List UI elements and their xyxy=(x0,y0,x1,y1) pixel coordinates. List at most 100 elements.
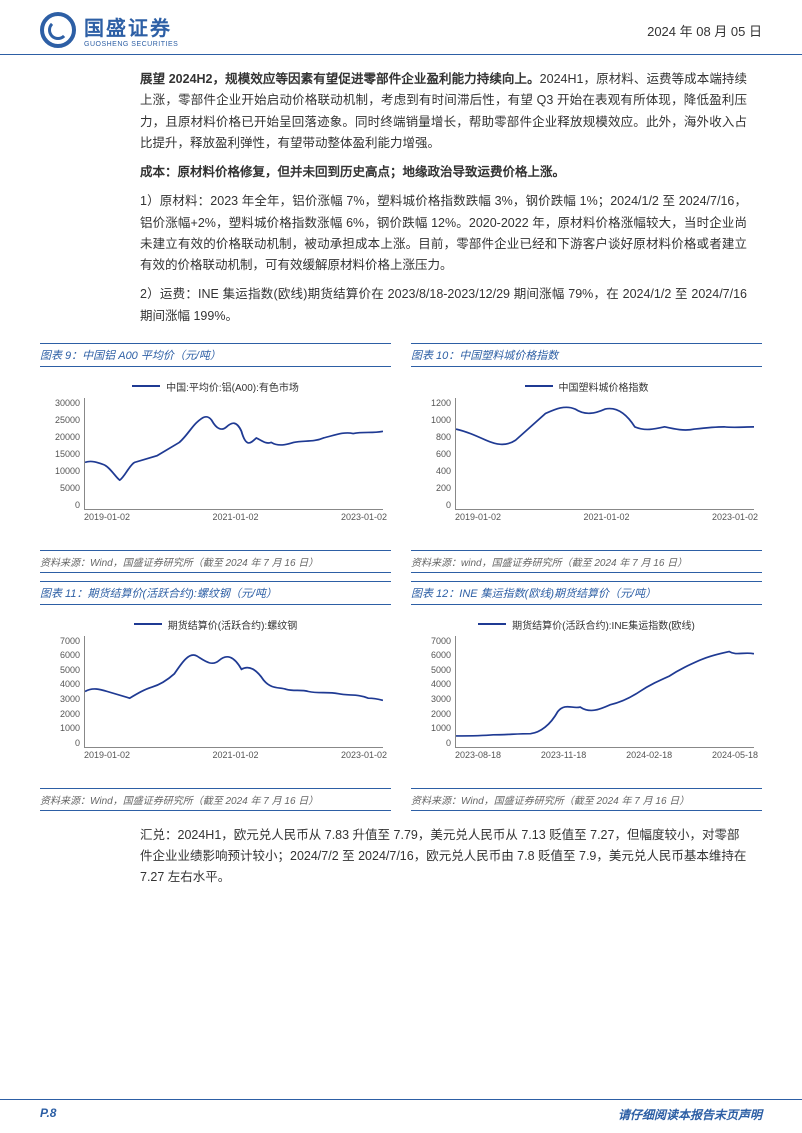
paragraph-outlook: 展望 2024H2，规模效应等因素有望促进零部件企业盈利能力持续向上。2024H… xyxy=(140,69,747,154)
axis-tick: 20000 xyxy=(44,432,80,442)
chart-10-legend-label: 中国塑料城价格指数 xyxy=(559,379,649,394)
chart-12-plot: 70006000500040003000200010000 2023-08-18… xyxy=(415,636,758,766)
chart-9-y-axis: 30000 25000 20000 15000 10000 5000 0 xyxy=(44,398,84,510)
axis-tick: 600 xyxy=(415,449,451,459)
report-date: 2024 年 08 月 05 日 xyxy=(647,21,762,40)
legend-swatch xyxy=(525,385,553,387)
axis-tick: 30000 xyxy=(44,398,80,408)
chart-12: 图表 12：INE 集运指数(欧线)期货结算价（元/吨） 期货结算价(活跃合约)… xyxy=(411,581,762,811)
axis-tick: 5000 xyxy=(415,665,451,675)
chart-11-plot-area xyxy=(84,636,383,748)
axis-tick: 3000 xyxy=(415,694,451,704)
chart-12-y-axis: 70006000500040003000200010000 xyxy=(415,636,455,748)
chart-9-title: 图表 9：中国铝 A00 平均价（元/吨） xyxy=(40,343,391,367)
page-footer: P.8 请仔细阅读本报告末页声明 xyxy=(0,1099,802,1133)
legend-swatch xyxy=(478,623,506,625)
chart-11-line xyxy=(85,655,383,700)
axis-tick: 200 xyxy=(415,483,451,493)
paragraph-cost-freight: 2）运费：INE 集运指数(欧线)期货结算价在 2023/8/18-2023/1… xyxy=(140,284,747,327)
axis-tick: 2019-01-02 xyxy=(84,750,130,766)
logo-icon xyxy=(40,12,76,48)
axis-tick: 2023-01-02 xyxy=(712,512,758,528)
paragraph-cost-materials: 1）原材料：2023 年全年，铝价涨幅 7%，塑料城价格指数跌幅 3%，钢价跌幅… xyxy=(140,191,747,276)
axis-tick: 1000 xyxy=(415,723,451,733)
axis-tick: 15000 xyxy=(44,449,80,459)
axis-tick: 0 xyxy=(44,500,80,510)
chart-10-title: 图表 10：中国塑料城价格指数 xyxy=(411,343,762,367)
axis-tick: 10000 xyxy=(44,466,80,476)
axis-tick: 4000 xyxy=(44,679,80,689)
axis-tick: 7000 xyxy=(44,636,80,646)
page-number: P.8 xyxy=(40,1106,56,1123)
chart-11-x-axis: 2019-01-02 2021-01-02 2023-01-02 xyxy=(84,750,387,766)
axis-tick: 25000 xyxy=(44,415,80,425)
axis-tick: 7000 xyxy=(415,636,451,646)
axis-tick: 5000 xyxy=(44,483,80,493)
axis-tick: 1000 xyxy=(44,723,80,733)
chart-10-plot-area xyxy=(455,398,754,510)
axis-tick: 1200 xyxy=(415,398,451,408)
legend-swatch xyxy=(134,623,162,625)
axis-tick: 2023-01-02 xyxy=(341,750,387,766)
footer-disclaimer: 请仔细阅读本报告末页声明 xyxy=(618,1106,762,1123)
chart-9: 图表 9：中国铝 A00 平均价（元/吨） 中国:平均价:铝(A00):有色市场… xyxy=(40,343,391,573)
chart-12-line xyxy=(456,651,754,735)
body-text-block: 展望 2024H2，规模效应等因素有望促进零部件企业盈利能力持续向上。2024H… xyxy=(0,55,802,343)
axis-tick: 4000 xyxy=(415,679,451,689)
axis-tick: 2021-01-02 xyxy=(583,512,629,528)
chart-12-source: 资料来源：Wind，国盛证券研究所（截至 2024 年 7 月 16 日） xyxy=(411,788,762,811)
axis-tick: 0 xyxy=(415,500,451,510)
chart-9-legend-label: 中国:平均价:铝(A00):有色市场 xyxy=(166,379,299,394)
axis-tick: 400 xyxy=(415,466,451,476)
chart-11: 图表 11：期货结算价(活跃合约):螺纹钢（元/吨） 期货结算价(活跃合约):螺… xyxy=(40,581,391,811)
chart-9-source: 资料来源：Wind，国盛证券研究所（截至 2024 年 7 月 16 日） xyxy=(40,550,391,573)
axis-tick: 2019-01-02 xyxy=(84,512,130,528)
chart-10-legend: 中国塑料城价格指数 xyxy=(415,379,758,394)
chart-10-plot: 1200 1000 800 600 400 200 0 2019-01-02 2021-01-… xyxy=(415,398,758,528)
axis-tick: 2023-11-18 xyxy=(541,750,586,766)
axis-tick: 5000 xyxy=(44,665,80,675)
chart-10: 图表 10：中国塑料城价格指数 中国塑料城价格指数 1200 1000 800 600… xyxy=(411,343,762,573)
axis-tick: 2024-02-18 xyxy=(626,750,672,766)
axis-tick: 2021-01-02 xyxy=(212,750,258,766)
chart-10-source: 资料来源：wind，国盛证券研究所（截至 2024 年 7 月 16 日） xyxy=(411,550,762,573)
axis-tick: 0 xyxy=(415,738,451,748)
axis-tick: 6000 xyxy=(415,650,451,660)
company-name-en: GUOSHENG SECURITIES xyxy=(84,41,178,48)
axis-tick: 800 xyxy=(415,432,451,442)
company-logo: 国盛证券 GUOSHENG SECURITIES xyxy=(40,12,178,48)
axis-tick: 6000 xyxy=(44,650,80,660)
axis-tick: 0 xyxy=(44,738,80,748)
axis-tick: 1000 xyxy=(415,415,451,425)
chart-12-title: 图表 12：INE 集运指数(欧线)期货结算价（元/吨） xyxy=(411,581,762,605)
chart-11-source: 资料来源：Wind，国盛证券研究所（截至 2024 年 7 月 16 日） xyxy=(40,788,391,811)
chart-10-y-axis: 1200 1000 800 600 400 200 0 xyxy=(415,398,455,510)
charts-grid: 图表 9：中国铝 A00 平均价（元/吨） 中国:平均价:铝(A00):有色市场… xyxy=(0,343,802,811)
axis-tick: 2023-01-02 xyxy=(341,512,387,528)
chart-12-plot-area xyxy=(455,636,754,748)
chart-9-line xyxy=(85,417,383,480)
chart-10-line xyxy=(456,407,754,444)
chart-11-legend-label: 期货结算价(活跃合约):螺纹钢 xyxy=(168,617,297,632)
axis-tick: 2000 xyxy=(44,709,80,719)
chart-11-title: 图表 11：期货结算价(活跃合约):螺纹钢（元/吨） xyxy=(40,581,391,605)
chart-12-legend: 期货结算价(活跃合约):INE集运指数(欧线) xyxy=(415,617,758,632)
chart-12-x-axis: 2023-08-182023-11-182024-02-182024-05-18 xyxy=(455,750,758,766)
p1-lead: 展望 2024H2，规模效应等因素有望促进零部件企业盈利能力持续向上。 xyxy=(140,72,540,86)
paragraph-cost-lead: 成本：原材料价格修复，但并未回到历史高点；地缘政治导致运费价格上涨。 xyxy=(140,162,747,183)
chart-9-legend: 中国:平均价:铝(A00):有色市场 xyxy=(44,379,387,394)
axis-tick: 2019-01-02 xyxy=(455,512,501,528)
chart-10-x-axis: 2019-01-02 2021-01-02 2023-01-02 xyxy=(455,512,758,528)
chart-9-x-axis: 2019-01-022021-01-022023-01-02 xyxy=(84,512,387,528)
axis-tick: 3000 xyxy=(44,694,80,704)
page-header: 国盛证券 GUOSHENG SECURITIES 2024 年 08 月 05 … xyxy=(0,0,802,55)
paragraph-fx: 汇兑：2024H1，欧元兑人民币从 7.83 升值至 7.79，美元兑人民币从 … xyxy=(140,825,747,889)
bottom-text-block: 汇兑：2024H1，欧元兑人民币从 7.83 升值至 7.79，美元兑人民币从 … xyxy=(0,811,802,889)
chart-11-plot: 7000 6000 5000 4000 3000 2000 1000 0 2019-01-02… xyxy=(44,636,387,766)
chart-11-y-axis: 7000 6000 5000 4000 3000 2000 1000 0 xyxy=(44,636,84,748)
chart-12-legend-label: 期货结算价(活跃合约):INE集运指数(欧线) xyxy=(512,617,695,632)
chart-9-plot: 30000 25000 20000 15000 10000 5000 0 2019-01-0… xyxy=(44,398,387,528)
axis-tick: 2023-08-18 xyxy=(455,750,501,766)
chart-9-plot-area xyxy=(84,398,383,510)
legend-swatch xyxy=(132,385,160,387)
